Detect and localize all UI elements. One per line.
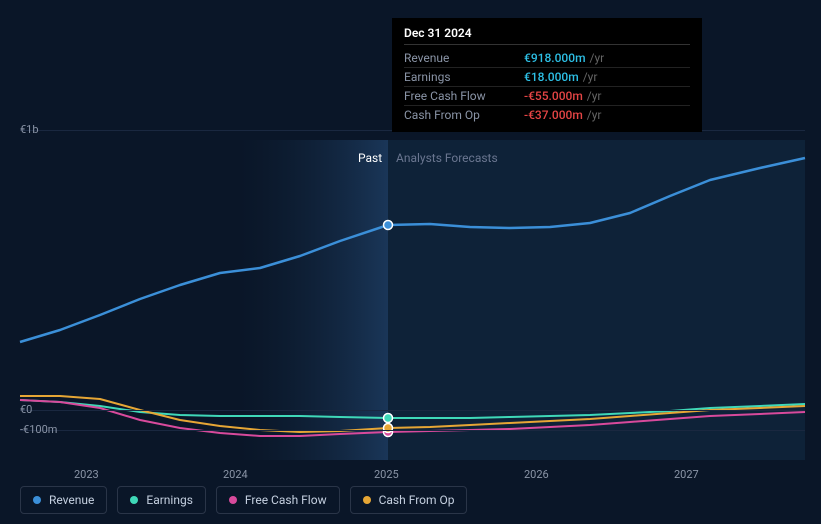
x-axis-tick-label: 2026	[524, 468, 549, 481]
tooltip-row-label: Revenue	[404, 51, 524, 65]
tooltip-row: Free Cash Flow-€55.000m/yr	[404, 87, 690, 106]
tooltip-row-suffix: /yr	[583, 70, 598, 84]
legend-item-fcf[interactable]: Free Cash Flow	[216, 486, 340, 514]
tooltip-row: Earnings€18.000m/yr	[404, 68, 690, 87]
tooltip-row-suffix: /yr	[587, 108, 602, 122]
x-axis-tick-label: 2025	[374, 468, 399, 481]
past-shade	[238, 140, 388, 460]
legend-dot-icon	[33, 496, 41, 504]
x-axis-tick-label: 2024	[223, 468, 248, 481]
legend-item-cfo[interactable]: Cash From Op	[350, 486, 468, 514]
x-axis-tick-label: 2023	[74, 468, 99, 481]
forecast-shade	[388, 140, 805, 460]
x-axis-tick-label: 2027	[674, 468, 699, 481]
tooltip-row-value: -€37.000m	[524, 108, 583, 122]
tooltip-row-value: €18.000m	[524, 70, 579, 84]
legend-item-revenue[interactable]: Revenue	[20, 486, 107, 514]
marker-dot-cfo	[384, 424, 393, 433]
y-axis-tick-label: €1b	[20, 123, 39, 136]
tooltip-row: Revenue€918.000m/yr	[404, 49, 690, 68]
financial-forecast-chart: €1b €0 -€100m 2023 2024 2025 2026 2027 Past Analy…	[0, 0, 821, 524]
chart-tooltip: Dec 31 2024Revenue€918.000m/yrEarnings€1…	[392, 18, 702, 132]
legend-dot-icon	[130, 496, 138, 504]
legend-item-label: Revenue	[49, 493, 94, 507]
forecast-label: Analysts Forecasts	[396, 151, 498, 165]
chart-legend: Revenue Earnings Free Cash Flow Cash From O…	[20, 486, 467, 514]
y-gridline	[20, 430, 805, 431]
y-axis-tick-label: €0	[20, 403, 32, 416]
tooltip-row-suffix: /yr	[590, 51, 605, 65]
tooltip-row-value: €918.000m	[524, 51, 586, 65]
tooltip-row-value: -€55.000m	[524, 89, 583, 103]
tooltip-row: Cash From Op-€37.000m/yr	[404, 106, 690, 124]
legend-item-earnings[interactable]: Earnings	[117, 486, 206, 514]
legend-item-label: Earnings	[146, 493, 193, 507]
tooltip-row-label: Free Cash Flow	[404, 89, 524, 103]
tooltip-date: Dec 31 2024	[404, 26, 690, 45]
legend-dot-icon	[363, 496, 371, 504]
marker-dot-revenue	[384, 221, 393, 230]
tooltip-row-label: Earnings	[404, 70, 524, 84]
tooltip-row-suffix: /yr	[587, 89, 602, 103]
marker-dot-earnings	[384, 414, 393, 423]
legend-dot-icon	[229, 496, 237, 504]
legend-item-label: Free Cash Flow	[245, 493, 327, 507]
tooltip-row-label: Cash From Op	[404, 108, 524, 122]
legend-item-label: Cash From Op	[379, 493, 455, 507]
y-axis-tick-label: -€100m	[20, 423, 57, 436]
past-label: Past	[358, 151, 382, 165]
y-gridline	[20, 410, 805, 411]
